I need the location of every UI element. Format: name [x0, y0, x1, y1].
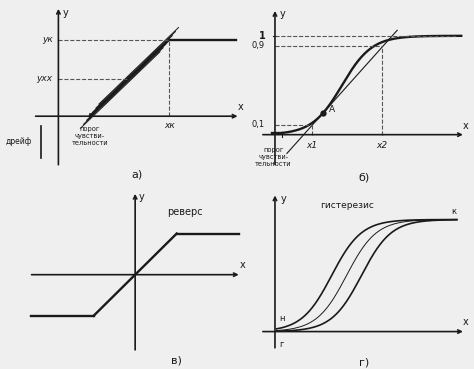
Text: н: н	[280, 314, 285, 323]
Text: гистерезис: гистерезис	[319, 201, 374, 210]
Text: реверс: реверс	[167, 207, 202, 217]
Text: yк: yк	[42, 35, 53, 44]
Text: A: A	[328, 104, 335, 114]
Text: дрейф: дрейф	[5, 137, 31, 146]
Text: xк: xк	[164, 121, 174, 130]
Text: порог
чувстви-
тельности: порог чувстви- тельности	[255, 146, 292, 166]
Text: 1: 1	[259, 31, 266, 41]
Text: x: x	[463, 121, 468, 131]
Text: x: x	[240, 260, 246, 270]
Text: г): г)	[359, 358, 370, 368]
Text: б): б)	[359, 172, 370, 182]
Text: y: y	[138, 192, 144, 202]
Text: к: к	[451, 207, 456, 216]
Text: порог
чувстви-
тельности: порог чувстви- тельности	[72, 125, 108, 145]
Text: yхх: yхх	[36, 75, 53, 83]
Text: г: г	[280, 340, 284, 349]
Text: x1: x1	[307, 141, 318, 149]
Text: y: y	[281, 194, 287, 204]
Text: в): в)	[171, 355, 182, 365]
Text: x: x	[237, 101, 243, 111]
Text: x: x	[463, 317, 468, 327]
Text: 0,1: 0,1	[251, 120, 264, 129]
Text: y: y	[280, 9, 285, 19]
Text: x2: x2	[377, 141, 388, 149]
Text: а): а)	[131, 170, 142, 180]
Text: y: y	[63, 8, 68, 18]
Text: 0,9: 0,9	[251, 41, 264, 50]
